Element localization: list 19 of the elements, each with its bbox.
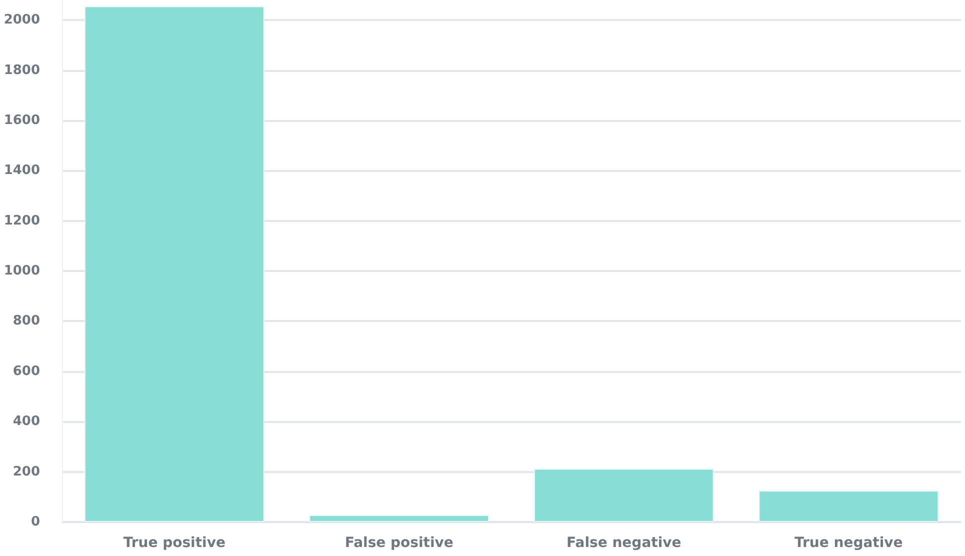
y-tick-label: 1400 <box>4 163 40 178</box>
bar <box>309 514 490 522</box>
y-tick-label: 0 <box>30 514 40 530</box>
y-tick-label: 800 <box>12 314 40 329</box>
y-tick-label: 600 <box>12 364 40 379</box>
y-tick-label: 2000 <box>4 12 40 28</box>
y-tick-label: 200 <box>12 464 40 480</box>
y-tick-label: 400 <box>12 414 40 430</box>
y-tick-label: 1000 <box>4 264 40 279</box>
x-tick-label: False negative <box>566 535 682 551</box>
x-tick-label: False positive <box>344 535 454 551</box>
bar <box>84 6 264 522</box>
bar <box>758 490 939 522</box>
bar <box>534 468 714 522</box>
x-tick-label: True positive <box>123 535 226 551</box>
y-tick-label: 1600 <box>4 112 40 128</box>
y-tick-label: 1200 <box>4 213 40 228</box>
x-tick-label: True negative <box>794 535 903 551</box>
y-tick-label: 1800 <box>4 62 40 78</box>
